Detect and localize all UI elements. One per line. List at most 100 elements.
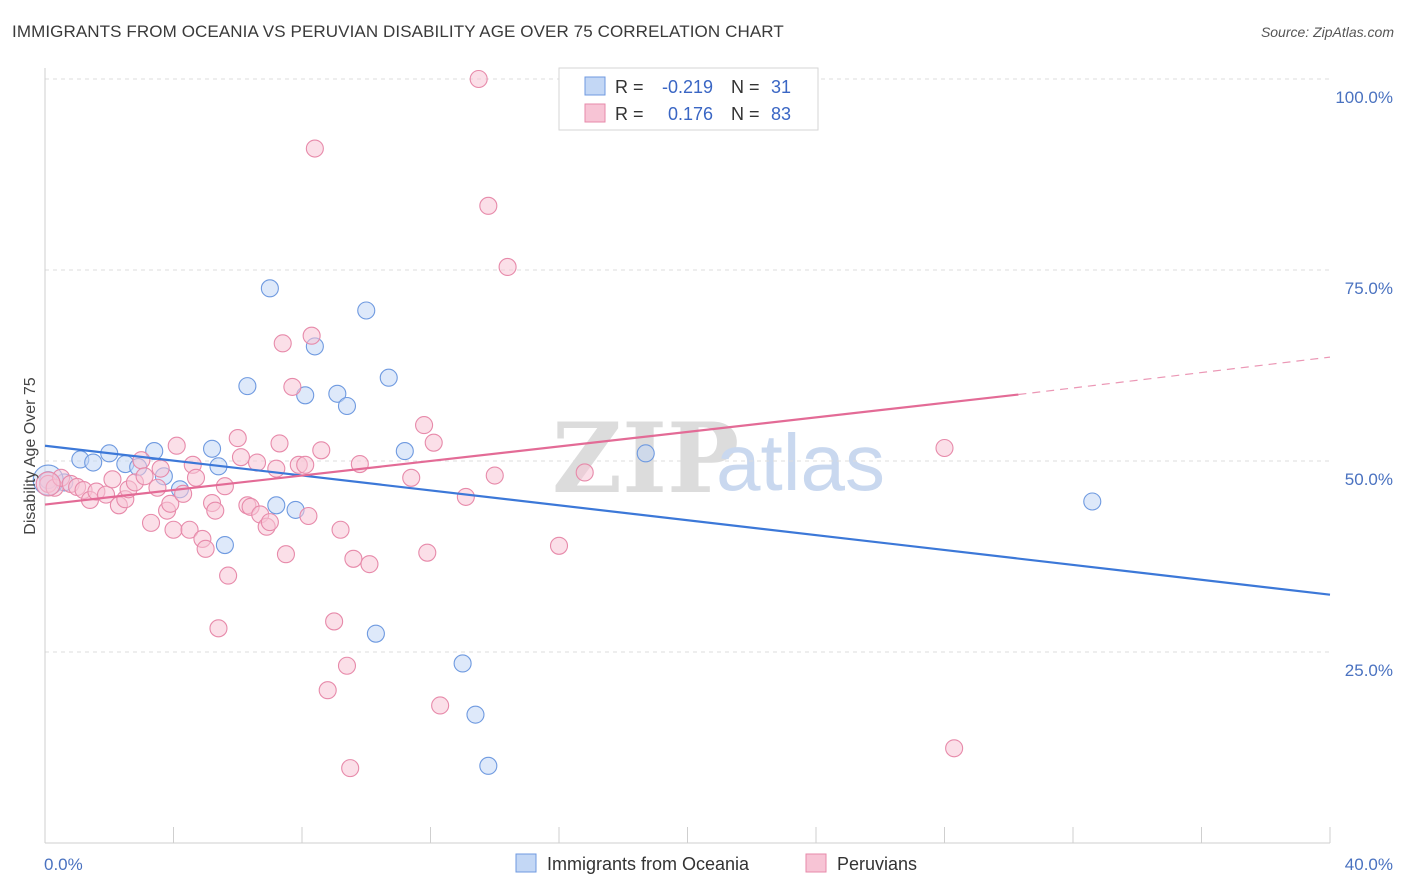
- point-oceania-23: [379, 368, 398, 387]
- legend-r-value-1: -0.219: [662, 77, 713, 97]
- point-peruvians-52: [312, 441, 331, 460]
- bottom-legend-swatch-pink: [805, 853, 827, 873]
- point-oceania-12: [215, 535, 234, 555]
- bottom-legend-label-peruvians: Peruvians: [837, 854, 917, 874]
- point-peruvians-74: [945, 739, 964, 758]
- point-peruvians-65: [431, 696, 450, 715]
- point-peruvians-67: [469, 69, 488, 89]
- trend-line-peruvians: [44, 393, 1019, 506]
- point-oceania-26: [466, 705, 485, 724]
- point-peruvians-44: [273, 334, 292, 353]
- trend-line-oceania: [44, 444, 1331, 596]
- point-peruvians-55: [331, 520, 350, 539]
- correlation-legend: R = -0.219 N = 31 R = 0.176 N = 83: [558, 67, 819, 131]
- point-peruvians-30: [206, 501, 225, 520]
- point-peruvians-20: [161, 494, 180, 513]
- point-peruvians-66: [456, 487, 475, 506]
- y-tick-label-75: 75.0%: [1345, 279, 1393, 298]
- point-peruvians-63: [418, 543, 437, 562]
- bottom-legend-swatch-blue: [515, 853, 537, 873]
- y-tick-labels: 25.0% 50.0% 75.0% 100.0%: [1335, 88, 1393, 680]
- legend-swatch-blue: [584, 76, 606, 96]
- y-tick-label-50: 50.0%: [1345, 470, 1393, 489]
- point-peruvians-33: [219, 566, 238, 585]
- legend-n-value-1: 31: [771, 77, 791, 97]
- point-peruvians-62: [415, 416, 434, 435]
- point-peruvians-22: [167, 436, 186, 455]
- point-peruvians-56: [337, 656, 357, 675]
- y-axis-title: Disability Age Over 75: [22, 377, 39, 535]
- point-oceania-19: [328, 384, 347, 403]
- point-oceania-3: [84, 453, 103, 472]
- point-peruvians-72: [575, 463, 594, 482]
- legend-n-label-2: N =: [731, 104, 760, 124]
- point-oceania-13: [238, 377, 257, 396]
- point-peruvians-24: [180, 520, 199, 539]
- point-peruvians-51: [305, 139, 324, 158]
- point-peruvians-68: [479, 196, 498, 215]
- axes: [44, 68, 1331, 844]
- legend-r-value-2: 0.176: [668, 104, 713, 124]
- y-tick-label-25: 25.0%: [1345, 661, 1393, 680]
- trend-lines: [44, 356, 1331, 596]
- point-peruvians-9: [103, 470, 122, 489]
- point-oceania-29: [1083, 492, 1102, 511]
- watermark: ZIP atlas: [552, 402, 885, 515]
- point-oceania-20: [337, 396, 357, 416]
- point-peruvians-61: [402, 468, 421, 487]
- point-peruvians-38: [247, 453, 267, 472]
- source-label: Source: ZipAtlas.com: [1260, 24, 1394, 40]
- y-tick-label-100: 100.0%: [1335, 88, 1393, 107]
- series-peruvians: [35, 69, 964, 778]
- point-peruvians-46: [283, 377, 302, 396]
- point-peruvians-cluster: [35, 471, 61, 497]
- point-peruvians-50: [302, 326, 321, 345]
- point-peruvians-15: [135, 467, 154, 486]
- point-peruvians-17: [148, 478, 167, 497]
- point-peruvians-60: [360, 555, 379, 574]
- trend-line-peruvians-extension: [1018, 356, 1331, 396]
- point-oceania-17: [296, 386, 315, 405]
- x-tick-label-max: 40.0%: [1345, 855, 1393, 874]
- point-peruvians-41: [260, 513, 279, 532]
- point-peruvians-28: [196, 539, 215, 558]
- point-oceania-22: [366, 624, 385, 643]
- point-peruvians-69: [485, 466, 504, 485]
- point-oceania-15: [267, 496, 286, 515]
- point-peruvians-57: [341, 759, 360, 778]
- bottom-legend-label-oceania: Immigrants from Oceania: [547, 854, 750, 874]
- series-legend: Immigrants from Oceania Peruvians: [515, 853, 917, 874]
- point-peruvians-45: [276, 545, 295, 564]
- legend-n-label-1: N =: [731, 77, 760, 97]
- point-peruvians-21: [164, 520, 183, 539]
- x-tick-labels: 0.0% 40.0%: [44, 855, 1393, 874]
- point-peruvians-64: [424, 433, 443, 452]
- point-oceania-14: [260, 279, 279, 298]
- point-peruvians-34: [228, 429, 247, 448]
- point-peruvians-35: [231, 448, 251, 467]
- point-oceania-28: [636, 444, 655, 463]
- point-oceania-21: [357, 301, 376, 320]
- point-peruvians-49: [299, 506, 318, 526]
- legend-n-value-2: 83: [771, 104, 791, 124]
- point-peruvians-48: [296, 455, 315, 474]
- point-peruvians-70: [498, 257, 517, 276]
- grid-lines: [45, 78, 1330, 653]
- legend-swatch-pink: [584, 103, 606, 123]
- point-peruvians-18: [151, 459, 170, 478]
- chart-title: IMMIGRANTS FROM OCEANIA VS PERUVIAN DISA…: [12, 22, 784, 41]
- point-peruvians-43: [270, 434, 289, 453]
- legend-r-label-1: R =: [615, 77, 644, 97]
- x-tick-label-min: 0.0%: [44, 855, 83, 874]
- point-peruvians-71: [549, 536, 569, 555]
- point-peruvians-73: [935, 438, 954, 458]
- point-peruvians-53: [318, 681, 337, 700]
- point-peruvians-58: [344, 549, 363, 568]
- point-oceania-10: [203, 439, 222, 458]
- point-peruvians-26: [186, 468, 206, 487]
- legend-r-label-2: R =: [615, 104, 644, 124]
- point-peruvians-42: [267, 459, 286, 478]
- point-peruvians-16: [141, 513, 161, 532]
- point-peruvians-31: [209, 619, 228, 638]
